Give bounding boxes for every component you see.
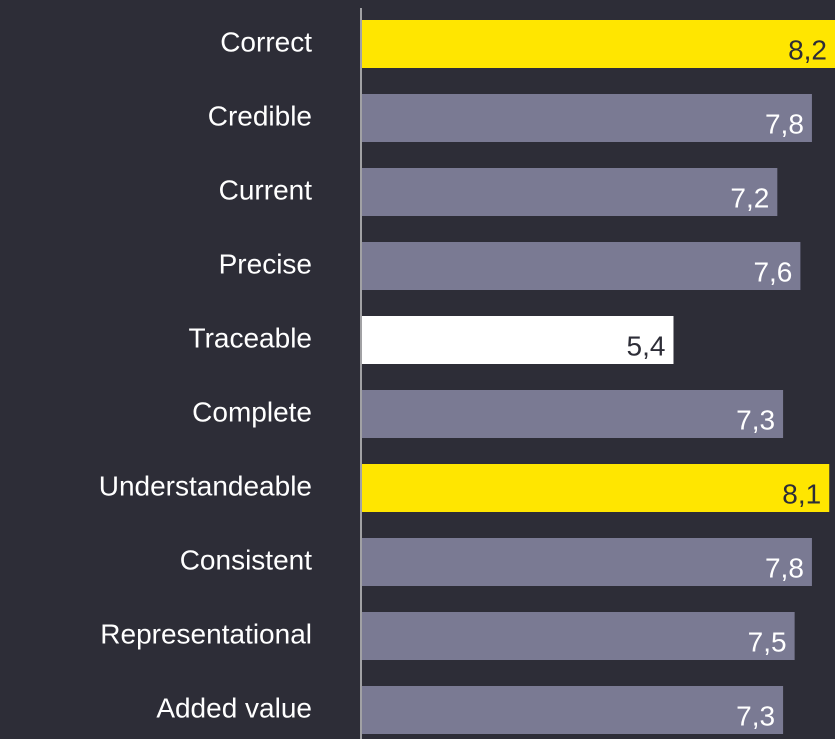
category-label: Added value — [156, 692, 312, 723]
value-label: 5,4 — [627, 330, 666, 361]
category-label: Complete — [192, 396, 312, 427]
category-label: Credible — [208, 100, 312, 131]
category-label: Current — [219, 174, 313, 205]
bar — [362, 94, 812, 142]
bar — [362, 20, 835, 68]
value-label: 7,3 — [736, 404, 775, 435]
value-label: 8,2 — [788, 34, 827, 65]
value-label: 7,2 — [730, 182, 769, 213]
value-label: 7,8 — [765, 108, 804, 139]
category-label: Understandeable — [99, 470, 312, 501]
value-label: 7,8 — [765, 552, 804, 583]
bar — [362, 612, 795, 660]
bar — [362, 538, 812, 586]
value-label: 7,3 — [736, 700, 775, 731]
bar — [362, 316, 674, 364]
bar — [362, 168, 778, 216]
value-label: 7,5 — [748, 626, 787, 657]
value-label: 8,1 — [782, 478, 821, 509]
bar — [362, 242, 801, 290]
category-label: Correct — [220, 26, 312, 57]
category-label: Precise — [219, 248, 312, 279]
category-label: Consistent — [180, 544, 313, 575]
bar — [362, 464, 830, 512]
bar — [362, 686, 784, 734]
category-label: Representational — [100, 618, 312, 649]
category-label: Traceable — [189, 322, 312, 353]
value-label: 7,6 — [753, 256, 792, 287]
bar — [362, 390, 784, 438]
